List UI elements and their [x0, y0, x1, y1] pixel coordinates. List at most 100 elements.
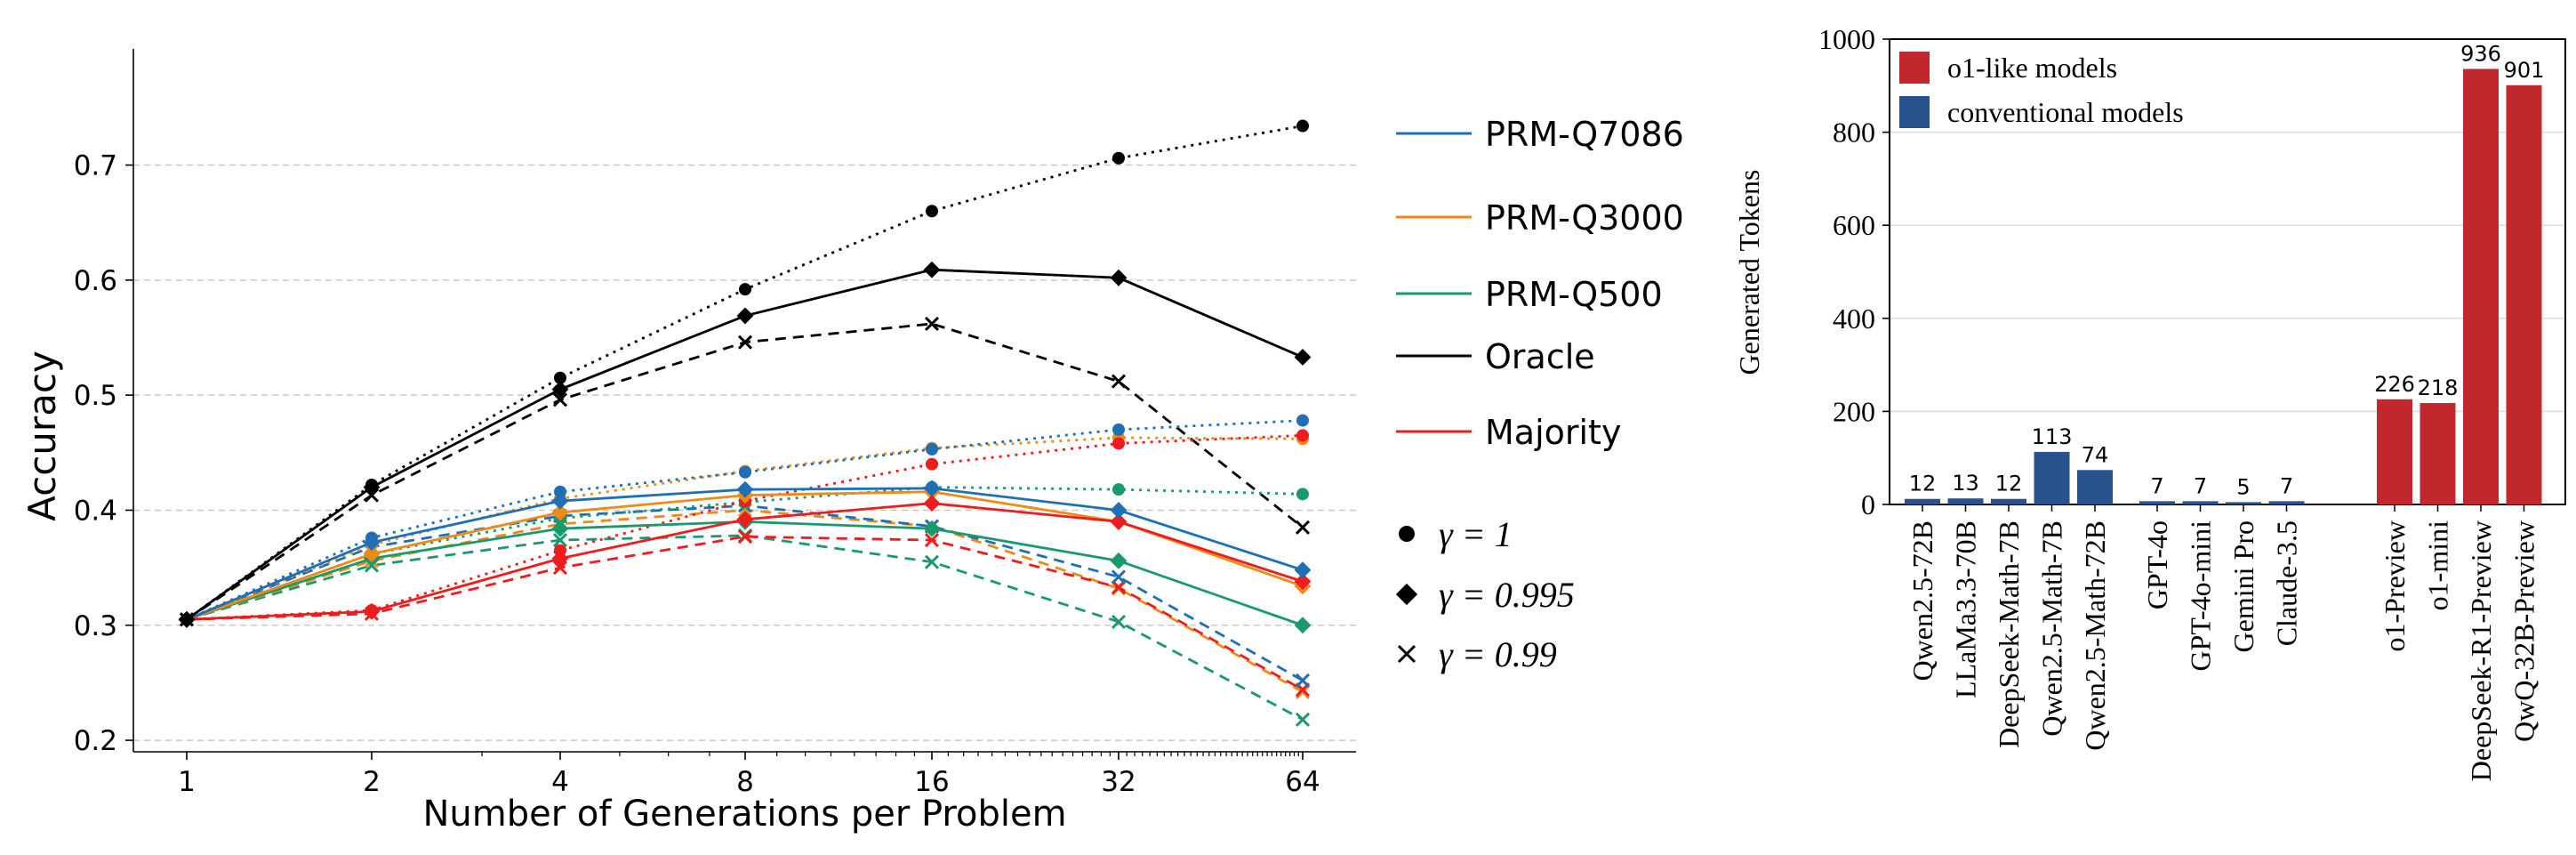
bar [2226, 502, 2261, 504]
bar [1991, 498, 2026, 504]
x-tick-label: 2 [363, 766, 381, 798]
bar-value-label: 936 [2460, 41, 2501, 66]
accuracy-line-chart: 0.2 0.3 0.4 0.5 0.6 0.7 1 2 4 8 16 32 64 Number of Ge… [20, 49, 1684, 835]
marker-x [1111, 569, 1127, 585]
x-tick-label: o1-mini [2422, 520, 2454, 610]
x-tick-label: Gemini Pro [2227, 520, 2259, 652]
y-tick-label: 0.6 [74, 265, 117, 297]
marker-diamond [363, 545, 381, 563]
series-line-PRM-Q7086-gamma-0.99 [186, 504, 1304, 682]
marker-diamond [1395, 583, 1418, 606]
bar-value-label: 5 [2236, 474, 2250, 499]
marker-x [924, 316, 940, 332]
x-tick-label: 16 [914, 766, 949, 798]
x-tick-label: Claude-3.5 [2271, 520, 2303, 646]
marker-circle [739, 465, 751, 479]
marker-circle [926, 442, 938, 456]
marker-x [1295, 673, 1311, 688]
marker-x [924, 554, 940, 569]
x-tick-label: 8 [736, 766, 754, 798]
y-tick-label: 0 [1861, 488, 1875, 520]
bar [2139, 501, 2175, 504]
bar-value-label: 113 [2032, 424, 2073, 449]
bar-value-label: 7 [2194, 473, 2207, 498]
legend-gamma-label: γ = 0.995 [1439, 575, 1575, 615]
legend-label: PRM-Q3000 [1485, 198, 1684, 238]
marker-diamond [1294, 349, 1312, 366]
marker-x [1295, 684, 1311, 699]
legend-label: Oracle [1485, 337, 1595, 376]
marker-x [1295, 712, 1311, 727]
x-tick-label: GPT-4o [2141, 520, 2173, 609]
x-tick-label: 32 [1101, 766, 1136, 798]
legend-gamma-label: γ = 1 [1439, 514, 1513, 554]
series-line-Oracle-gamma-1 [186, 125, 1304, 621]
marker-x [552, 533, 568, 548]
y-tick-label: 1000 [1818, 23, 1875, 55]
marker-x [924, 533, 940, 548]
x-tick-label: GPT-4o-mini [2185, 520, 2217, 672]
marker-x [1111, 374, 1127, 389]
x-tick-label: Qwen2.5-72B [1906, 520, 1938, 681]
x-tick-label: Qwen2.5-Math-72B [2079, 520, 2111, 751]
marker-diamond [736, 480, 754, 498]
marker-x [737, 529, 753, 544]
marker-diamond [736, 307, 754, 325]
x-tick-label: QwQ-32B-Preview [2508, 520, 2540, 742]
legend-label: o1-like models [1947, 52, 2117, 84]
marker-circle [1296, 488, 1309, 501]
marker-diamond [363, 479, 381, 496]
marker-circle [926, 205, 938, 218]
marker-circle [1112, 483, 1125, 496]
bar [1947, 498, 1984, 504]
marker-diamond [1294, 617, 1312, 634]
bar-value-label: 7 [2280, 473, 2293, 498]
marker-x [1295, 520, 1311, 535]
legend-gamma-label: γ = 0.99 [1439, 634, 1557, 674]
bar [2463, 69, 2499, 505]
marker-diamond [923, 261, 941, 278]
generated-tokens-bar-chart: 0 200 400 600 800 1000 Generated Tokens 12 Qwen2… [1733, 23, 2566, 781]
y-tick-label: 400 [1833, 302, 1875, 335]
marker-diamond [1110, 501, 1128, 519]
x-tick-label: Qwen2.5-Math-7B [2036, 520, 2068, 737]
bar-value-label: 218 [2418, 375, 2459, 400]
bar [2077, 470, 2113, 504]
marker-circle [1296, 429, 1309, 442]
y-tick-label: 0.2 [74, 725, 117, 757]
bar-value-label: 901 [2504, 58, 2545, 83]
marker-diamond [363, 602, 381, 620]
y-tick-label: 0.5 [74, 380, 117, 412]
marker-x [1111, 614, 1127, 629]
legend-swatch [1899, 52, 1930, 84]
bar-value-label: 12 [1909, 472, 1937, 496]
bar [1905, 498, 1940, 504]
legend-label: conventional models [1947, 96, 2184, 128]
marker-diamond [551, 520, 569, 537]
x-tick-label: 64 [1285, 766, 1320, 798]
x-tick-label: 4 [551, 766, 569, 798]
legend-swatch [1899, 96, 1930, 128]
legend-label: Majority [1485, 413, 1621, 452]
marker-diamond [178, 610, 196, 628]
marker-diamond [923, 495, 941, 512]
bar-value-label: 226 [2374, 372, 2415, 397]
marker-x [552, 561, 568, 576]
marker-x [552, 392, 568, 407]
marker-diamond [1110, 552, 1128, 569]
marker-diamond [923, 480, 941, 497]
bar [2182, 501, 2219, 504]
marker-circle [1112, 423, 1125, 436]
marker-diamond [1294, 573, 1312, 591]
marker-diamond [1110, 512, 1128, 530]
legend-label: PRM-Q7086 [1485, 115, 1684, 154]
x-axis-label: Number of Generations per Problem [422, 794, 1066, 835]
marker-diamond [551, 550, 569, 568]
marker-circle [1112, 437, 1125, 450]
legend-label: PRM-Q500 [1485, 275, 1663, 314]
marker-circle [739, 283, 751, 296]
bar-value-label: 13 [1952, 471, 1979, 496]
marker-diamond [1294, 561, 1312, 579]
